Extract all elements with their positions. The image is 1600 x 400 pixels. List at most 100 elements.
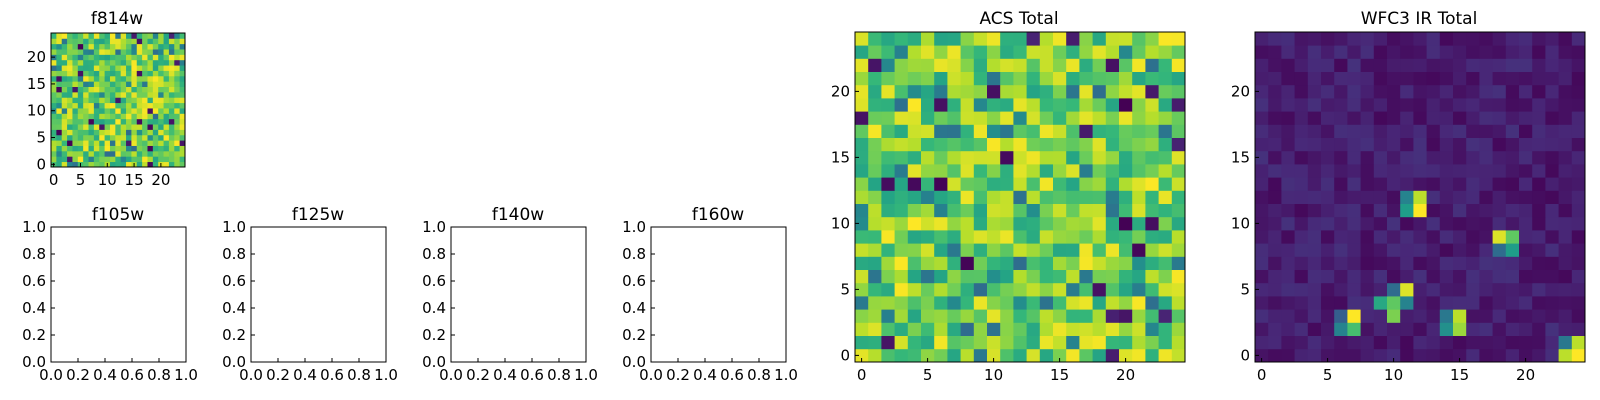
heatmap-cell (947, 256, 961, 270)
heatmap-cell (1373, 322, 1388, 336)
heatmap-cell (179, 97, 186, 104)
heatmap-cell (1158, 256, 1173, 270)
heatmap-cell (1105, 58, 1120, 72)
heatmap-cell (179, 70, 186, 77)
heatmap-cell (1105, 150, 1120, 165)
heatmap-cell (109, 108, 116, 114)
heatmap-cell (855, 98, 869, 112)
heatmap-cell (93, 97, 100, 104)
heatmap-cell (56, 49, 63, 55)
y-tick-label: 15 (27, 75, 46, 93)
heatmap-cell (1360, 335, 1375, 350)
heatmap-cell (1426, 309, 1441, 323)
heatmap-cell (168, 140, 175, 146)
heatmap-cell (1532, 230, 1546, 244)
heatmap-cell (104, 75, 111, 82)
heatmap-cell (1558, 309, 1573, 323)
heatmap-cell (158, 134, 164, 141)
x-tick-label: 0.8 (147, 366, 171, 384)
heatmap-cell (61, 86, 68, 93)
heatmap-cell (1026, 190, 1041, 204)
heatmap-cell (56, 161, 63, 168)
heatmap-cell (1373, 164, 1388, 178)
heatmap-cell (1466, 177, 1480, 191)
heatmap-cell (104, 59, 111, 66)
heatmap-cell (1466, 243, 1480, 257)
y-tick-label: 0.6 (222, 272, 246, 290)
heatmap-cell (1439, 309, 1454, 323)
heatmap-cell (1334, 58, 1348, 72)
heatmap-cell (174, 156, 181, 163)
heatmap-cell (163, 91, 170, 98)
x-tick-label: 0.2 (66, 366, 90, 384)
heatmap-cell (158, 140, 164, 146)
heatmap-cell (987, 150, 1001, 165)
heatmap-cell (51, 129, 57, 136)
heatmap-cell (152, 150, 159, 157)
heatmap-cell (947, 164, 961, 178)
heatmap-cell (1426, 137, 1441, 152)
heatmap-cell (88, 108, 95, 114)
heatmap-cell (1294, 348, 1309, 363)
heatmap-cell (1053, 309, 1067, 323)
heatmap-cell (1505, 32, 1520, 46)
heatmap-cell (881, 269, 895, 284)
heatmap-cell (1466, 150, 1480, 165)
heatmap-cell (1347, 177, 1361, 191)
heatmap-cell (1545, 216, 1559, 231)
heatmap-cell (1545, 177, 1559, 191)
heatmap-cell (973, 296, 988, 310)
heatmap-cell (72, 156, 79, 163)
heatmap-cell (88, 118, 95, 125)
heatmap-cell (1119, 322, 1133, 336)
heatmap-cell (168, 81, 175, 87)
heatmap-cell (1105, 243, 1120, 257)
heatmap-cell (1026, 282, 1041, 297)
heatmap-cell (1347, 216, 1361, 231)
heatmap-cell (1532, 45, 1546, 59)
frame-wfc3-ir-total (1254, 31, 1586, 363)
heatmap-cell (93, 156, 100, 163)
heatmap-cell (158, 81, 164, 87)
heatmap-cell (1079, 243, 1093, 257)
heatmap-cell (960, 124, 975, 138)
heatmap-cell (126, 75, 132, 82)
heatmap-cell (56, 97, 63, 104)
heatmap-cell (1268, 137, 1282, 152)
heatmap-cell (881, 177, 895, 191)
heatmap-cell (1171, 230, 1186, 244)
heatmap-cell (158, 59, 164, 66)
heatmap-cell (1158, 230, 1173, 244)
x-tick-label: 20 (1116, 366, 1135, 384)
heatmap-cell (1558, 164, 1573, 178)
heatmap-cell (1132, 216, 1146, 231)
heatmap-cell (147, 54, 154, 61)
heatmap-cell (1360, 58, 1375, 72)
heatmap-cell (115, 86, 122, 93)
heatmap-cell (1558, 84, 1573, 99)
heatmap-cell (1519, 84, 1533, 99)
heatmap-cell (1558, 296, 1573, 310)
heatmap-cell (83, 124, 89, 130)
heatmap-cell (907, 111, 922, 125)
heatmap-cell (120, 124, 127, 130)
heatmap-cell (1053, 45, 1067, 59)
heatmap-cell (67, 156, 73, 163)
heatmap-cell (1334, 256, 1348, 270)
heatmap-cell (83, 145, 89, 152)
heatmap-cell (934, 124, 948, 138)
heatmap-cell (120, 81, 127, 87)
heatmap-cell (83, 134, 89, 141)
heatmap-cell (72, 150, 79, 157)
heatmap-cell (93, 54, 100, 61)
heatmap-cell (1307, 269, 1322, 284)
heatmap-cell (947, 32, 961, 46)
heatmap-cell (1466, 111, 1480, 125)
heatmap-cell (868, 243, 882, 257)
heatmap-cell (142, 161, 148, 168)
x-tick-label: 0.2 (466, 366, 490, 384)
heatmap-cell (947, 203, 961, 218)
heatmap-cell (120, 102, 127, 109)
heatmap-cell (1492, 124, 1507, 138)
